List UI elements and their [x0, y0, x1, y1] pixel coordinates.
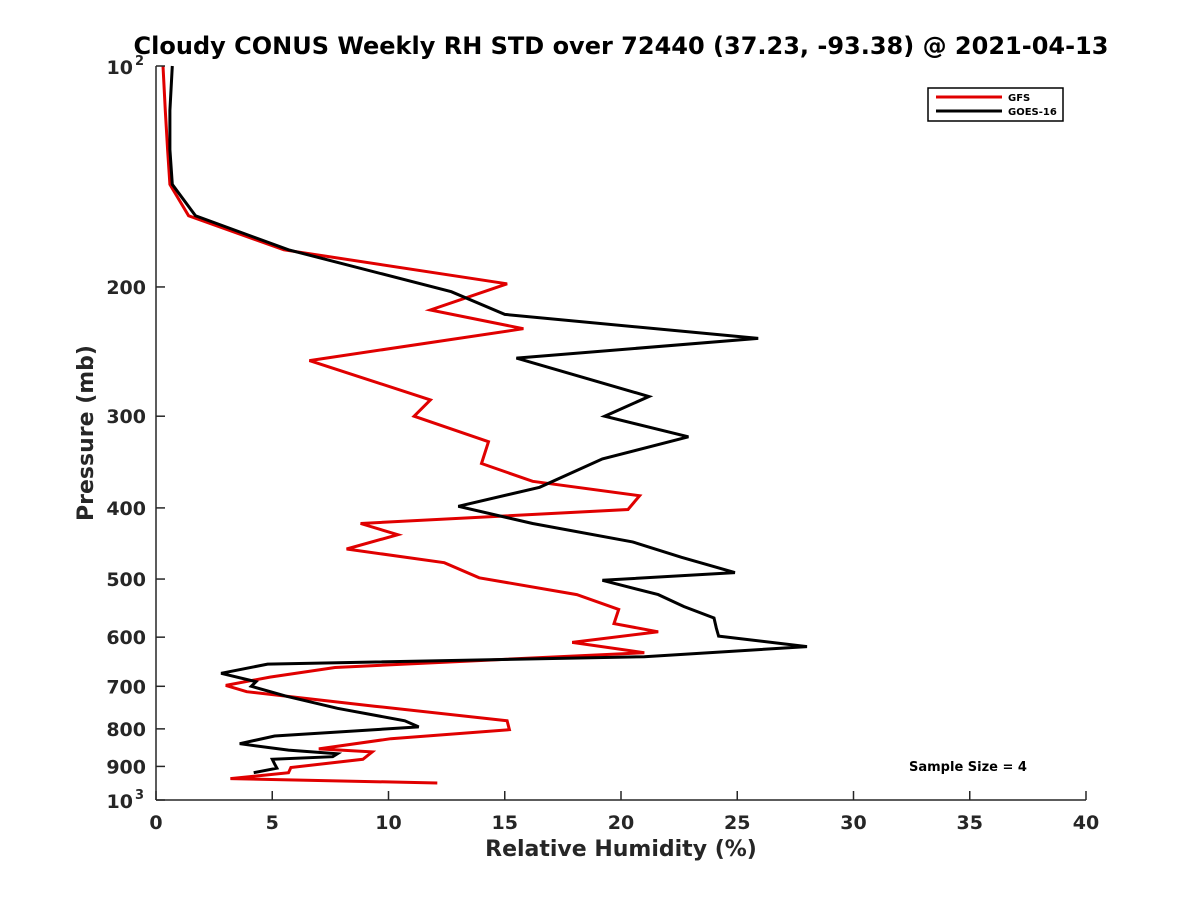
legend-items: GFS GOES-16 — [936, 93, 1057, 118]
y-tick-label: 600 — [106, 627, 146, 649]
y-tick-label-exponent: 2 — [135, 54, 144, 69]
legend-label-0: GFS — [1008, 93, 1030, 104]
series-line-0 — [161, 65, 659, 785]
y-tick-label: 800 — [106, 719, 146, 741]
y-tick-label: 500 — [106, 569, 146, 591]
y-axis-label: Pressure (mb) — [74, 345, 99, 521]
legend-box — [927, 87, 1064, 122]
x-axis-ticks: 0 5 10 15 20 25 30 35 40 — [149, 791, 1099, 834]
x-tick-label: 5 — [266, 812, 279, 834]
chart-title: Cloudy CONUS Weekly RH STD over 72440 (3… — [134, 32, 1109, 60]
y-tick-label: 10 — [107, 57, 133, 79]
y-tick-label: 200 — [106, 277, 146, 299]
y-tick-label-exponent: 3 — [135, 788, 144, 803]
x-tick-label: 35 — [957, 812, 983, 834]
y-tick-label: 900 — [106, 756, 146, 778]
x-tick-label: 0 — [149, 812, 162, 834]
plot-area — [156, 66, 1086, 800]
y-tick-label: 400 — [106, 498, 146, 520]
x-axis-label: Relative Humidity (%) — [485, 837, 757, 862]
x-tick-label: 30 — [840, 812, 866, 834]
x-tick-label: 40 — [1073, 812, 1099, 834]
x-tick-label: 25 — [724, 812, 750, 834]
legend-label-1: GOES-16 — [1008, 107, 1057, 118]
sample-size-annotation: Sample Size = 4 — [909, 760, 1027, 775]
y-tick-label: 10 — [107, 791, 133, 813]
x-tick-label: 20 — [608, 812, 634, 834]
y-tick-label: 700 — [106, 676, 146, 698]
y-tick-label: 300 — [106, 406, 146, 428]
series-layer — [161, 65, 808, 785]
x-tick-label: 15 — [492, 812, 518, 834]
legend: GFS GOES-16 — [927, 87, 1064, 122]
x-tick-label: 10 — [375, 812, 401, 834]
series-line-1 — [168, 65, 808, 775]
